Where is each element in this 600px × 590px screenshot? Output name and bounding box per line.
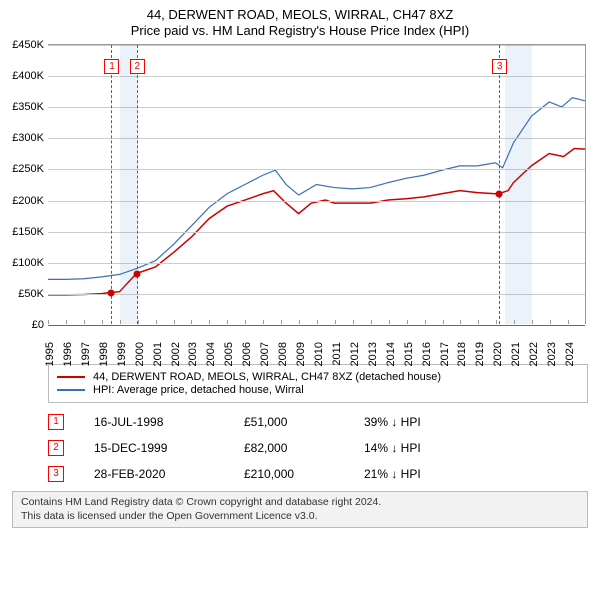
x-axis-label: 2008	[277, 342, 289, 366]
legend-item: HPI: Average price, detached house, Wirr…	[57, 384, 579, 396]
x-axis-label: 1998	[98, 342, 110, 366]
x-axis-label: 2018	[456, 342, 468, 366]
y-axis-label: £300K	[2, 132, 44, 144]
x-axis-label: 1999	[116, 342, 128, 366]
footer: Contains HM Land Registry data © Crown c…	[12, 491, 588, 528]
y-axis-label: £400K	[2, 70, 44, 82]
marker-pct: 21% ↓ HPI	[364, 467, 474, 481]
legend-swatch	[57, 389, 85, 391]
title-line2: Price paid vs. HM Land Registry's House …	[0, 23, 600, 38]
marker-price: £82,000	[244, 441, 334, 455]
x-axis-label: 2023	[546, 342, 558, 366]
event-line	[499, 45, 500, 324]
y-axis-label: £350K	[2, 101, 44, 113]
marker-pct: 39% ↓ HPI	[364, 415, 474, 429]
x-axis-label: 2005	[223, 342, 235, 366]
plot-area: £0£50K£100K£150K£200K£250K£300K£350K£400…	[48, 44, 586, 324]
x-axis-label: 1997	[80, 342, 92, 366]
y-axis-label: £50K	[2, 288, 44, 300]
event-line	[111, 45, 112, 324]
x-axis-label: 2016	[421, 342, 433, 366]
marker-number-icon: 3	[48, 466, 64, 482]
footer-line1: Contains HM Land Registry data © Crown c…	[21, 496, 579, 510]
marker-table: 1 16-JUL-1998 £51,000 39% ↓ HPI 2 15-DEC…	[48, 409, 588, 487]
y-axis-label: £450K	[2, 39, 44, 51]
event-marker-icon: 2	[130, 59, 145, 74]
y-axis-label: £250K	[2, 163, 44, 175]
shaded-band	[120, 45, 138, 324]
x-axis-label: 2006	[241, 342, 253, 366]
event-dot-icon	[133, 270, 140, 277]
shaded-band	[505, 45, 532, 324]
x-axis-label: 1996	[62, 342, 74, 366]
container: 44, DERWENT ROAD, MEOLS, WIRRAL, CH47 8X…	[0, 0, 600, 590]
marker-pct: 14% ↓ HPI	[364, 441, 474, 455]
marker-date: 16-JUL-1998	[94, 415, 214, 429]
y-axis-label: £200K	[2, 195, 44, 207]
event-marker-icon: 3	[492, 59, 507, 74]
y-axis-label: £150K	[2, 226, 44, 238]
legend-swatch	[57, 376, 85, 378]
x-axis-label: 2001	[152, 342, 164, 366]
x-axis-label: 2009	[295, 342, 307, 366]
marker-number-icon: 2	[48, 440, 64, 456]
y-axis-label: £100K	[2, 257, 44, 269]
footer-line2: This data is licensed under the Open Gov…	[21, 510, 579, 524]
x-axis-label: 2017	[439, 342, 451, 366]
x-axis-label: 2024	[564, 342, 576, 366]
x-axis-label: 2007	[259, 342, 271, 366]
x-axis-label: 2022	[528, 342, 540, 366]
title-line1: 44, DERWENT ROAD, MEOLS, WIRRAL, CH47 8X…	[0, 7, 600, 22]
y-axis-label: £0	[2, 319, 44, 331]
x-axis-label: 2000	[134, 342, 146, 366]
legend-label: HPI: Average price, detached house, Wirr…	[93, 384, 304, 396]
marker-price: £210,000	[244, 467, 334, 481]
legend: 44, DERWENT ROAD, MEOLS, WIRRAL, CH47 8X…	[48, 364, 588, 403]
legend-label: 44, DERWENT ROAD, MEOLS, WIRRAL, CH47 8X…	[93, 371, 441, 383]
title-block: 44, DERWENT ROAD, MEOLS, WIRRAL, CH47 8X…	[0, 0, 600, 38]
x-axis-label: 2012	[349, 342, 361, 366]
marker-row: 2 15-DEC-1999 £82,000 14% ↓ HPI	[48, 435, 588, 461]
event-dot-icon	[496, 191, 503, 198]
x-axis-label: 2002	[170, 342, 182, 366]
x-axis-label: 2019	[474, 342, 486, 366]
x-axis-label: 2014	[385, 342, 397, 366]
x-axis-label: 1995	[44, 342, 56, 366]
marker-price: £51,000	[244, 415, 334, 429]
marker-row: 1 16-JUL-1998 £51,000 39% ↓ HPI	[48, 409, 588, 435]
marker-date: 15-DEC-1999	[94, 441, 214, 455]
marker-number-icon: 1	[48, 414, 64, 430]
legend-item: 44, DERWENT ROAD, MEOLS, WIRRAL, CH47 8X…	[57, 371, 579, 383]
event-line	[137, 45, 138, 324]
event-marker-icon: 1	[104, 59, 119, 74]
marker-date: 28-FEB-2020	[94, 467, 214, 481]
x-axis-label: 2010	[313, 342, 325, 366]
marker-row: 3 28-FEB-2020 £210,000 21% ↓ HPI	[48, 461, 588, 487]
event-dot-icon	[108, 290, 115, 297]
x-axis-label: 2011	[331, 342, 343, 366]
chart: £0£50K£100K£150K£200K£250K£300K£350K£400…	[48, 44, 586, 354]
x-axis-label: 2004	[205, 342, 217, 366]
x-axis-label: 2003	[187, 342, 199, 366]
x-axis-label: 2015	[403, 342, 415, 366]
x-axis-label: 2013	[367, 342, 379, 366]
x-axis-label: 2020	[492, 342, 504, 366]
x-axis-label: 2021	[510, 342, 522, 366]
